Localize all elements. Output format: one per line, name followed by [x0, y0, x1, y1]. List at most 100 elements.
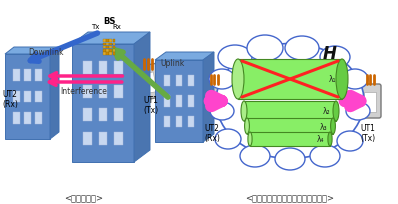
Text: H: H: [323, 45, 337, 63]
Bar: [109, 43, 112, 46]
Bar: [106, 47, 109, 49]
Bar: [114, 132, 123, 145]
Bar: [113, 40, 115, 43]
Bar: [13, 70, 20, 82]
Bar: [109, 40, 112, 43]
Bar: [99, 109, 107, 122]
Text: λ₁: λ₁: [328, 75, 336, 84]
Bar: [13, 112, 20, 124]
Bar: [164, 96, 170, 107]
Text: BS: BS: [103, 17, 115, 26]
Ellipse shape: [337, 131, 363, 151]
Ellipse shape: [310, 145, 340, 167]
Bar: [114, 62, 123, 75]
Ellipse shape: [331, 118, 336, 134]
Bar: [176, 116, 182, 128]
Bar: [106, 43, 109, 46]
Bar: [155, 61, 203, 142]
Ellipse shape: [333, 102, 339, 121]
Bar: [208, 93, 220, 112]
Text: λ₂: λ₂: [322, 107, 330, 116]
Ellipse shape: [241, 102, 247, 121]
FancyBboxPatch shape: [133, 64, 162, 101]
Bar: [109, 50, 112, 52]
Bar: [113, 43, 115, 46]
Bar: [24, 91, 31, 103]
Bar: [5, 55, 50, 139]
Bar: [114, 85, 123, 98]
Ellipse shape: [218, 46, 252, 70]
Bar: [83, 62, 92, 75]
Bar: [247, 118, 333, 134]
Ellipse shape: [275, 148, 305, 170]
Text: Uplink: Uplink: [160, 58, 184, 67]
Polygon shape: [155, 53, 214, 61]
Text: λ₃: λ₃: [319, 122, 327, 131]
Bar: [364, 93, 376, 112]
Bar: [106, 50, 109, 52]
Bar: [106, 40, 109, 43]
Bar: [83, 132, 92, 145]
Text: <端末間干渉>: <端末間干渉>: [64, 193, 103, 202]
Bar: [35, 70, 42, 82]
Bar: [103, 50, 105, 52]
Bar: [99, 62, 107, 75]
Ellipse shape: [336, 60, 348, 100]
Bar: [35, 91, 42, 103]
Polygon shape: [134, 33, 150, 162]
Bar: [187, 116, 195, 128]
FancyBboxPatch shape: [203, 85, 225, 118]
Bar: [24, 112, 31, 124]
Text: UT2
(Rx): UT2 (Rx): [204, 123, 220, 143]
FancyBboxPatch shape: [12, 58, 41, 95]
Bar: [106, 53, 109, 55]
Ellipse shape: [240, 145, 270, 167]
Text: UT2
(Rx): UT2 (Rx): [2, 90, 18, 109]
Ellipse shape: [245, 118, 250, 134]
Bar: [250, 132, 330, 146]
Ellipse shape: [215, 129, 241, 149]
Bar: [103, 40, 105, 43]
Polygon shape: [5, 48, 59, 55]
Ellipse shape: [328, 132, 332, 146]
Bar: [13, 91, 20, 103]
Bar: [99, 132, 107, 145]
Ellipse shape: [247, 36, 283, 62]
Text: UT1
(Tx): UT1 (Tx): [143, 95, 158, 115]
Bar: [99, 85, 107, 98]
Bar: [24, 70, 31, 82]
Ellipse shape: [232, 60, 244, 100]
Ellipse shape: [248, 132, 252, 146]
Text: λ₄: λ₄: [316, 135, 324, 144]
Text: <端末間の固有ビームフォーミング>: <端末間の固有ビームフォーミング>: [246, 193, 334, 202]
Bar: [244, 102, 336, 121]
Bar: [109, 53, 112, 55]
Ellipse shape: [216, 44, 364, 159]
Polygon shape: [72, 33, 150, 45]
Text: UT1
(Tx): UT1 (Tx): [360, 123, 375, 143]
Ellipse shape: [210, 102, 234, 120]
Text: Tx: Tx: [91, 24, 99, 30]
Bar: [109, 47, 112, 49]
Bar: [114, 109, 123, 122]
Bar: [103, 53, 105, 55]
Bar: [83, 109, 92, 122]
Bar: [164, 75, 170, 87]
Bar: [113, 53, 115, 55]
Bar: [187, 96, 195, 107]
Bar: [103, 43, 105, 46]
Bar: [140, 73, 157, 95]
Ellipse shape: [285, 37, 319, 61]
Bar: [164, 116, 170, 128]
Polygon shape: [50, 48, 59, 139]
Bar: [35, 112, 42, 124]
Bar: [103, 47, 105, 49]
Text: Downlink: Downlink: [28, 48, 64, 57]
Bar: [72, 45, 134, 162]
Bar: [113, 50, 115, 52]
Ellipse shape: [320, 47, 350, 69]
Bar: [187, 75, 195, 87]
Bar: [113, 47, 115, 49]
Bar: [176, 96, 182, 107]
Bar: [83, 85, 92, 98]
